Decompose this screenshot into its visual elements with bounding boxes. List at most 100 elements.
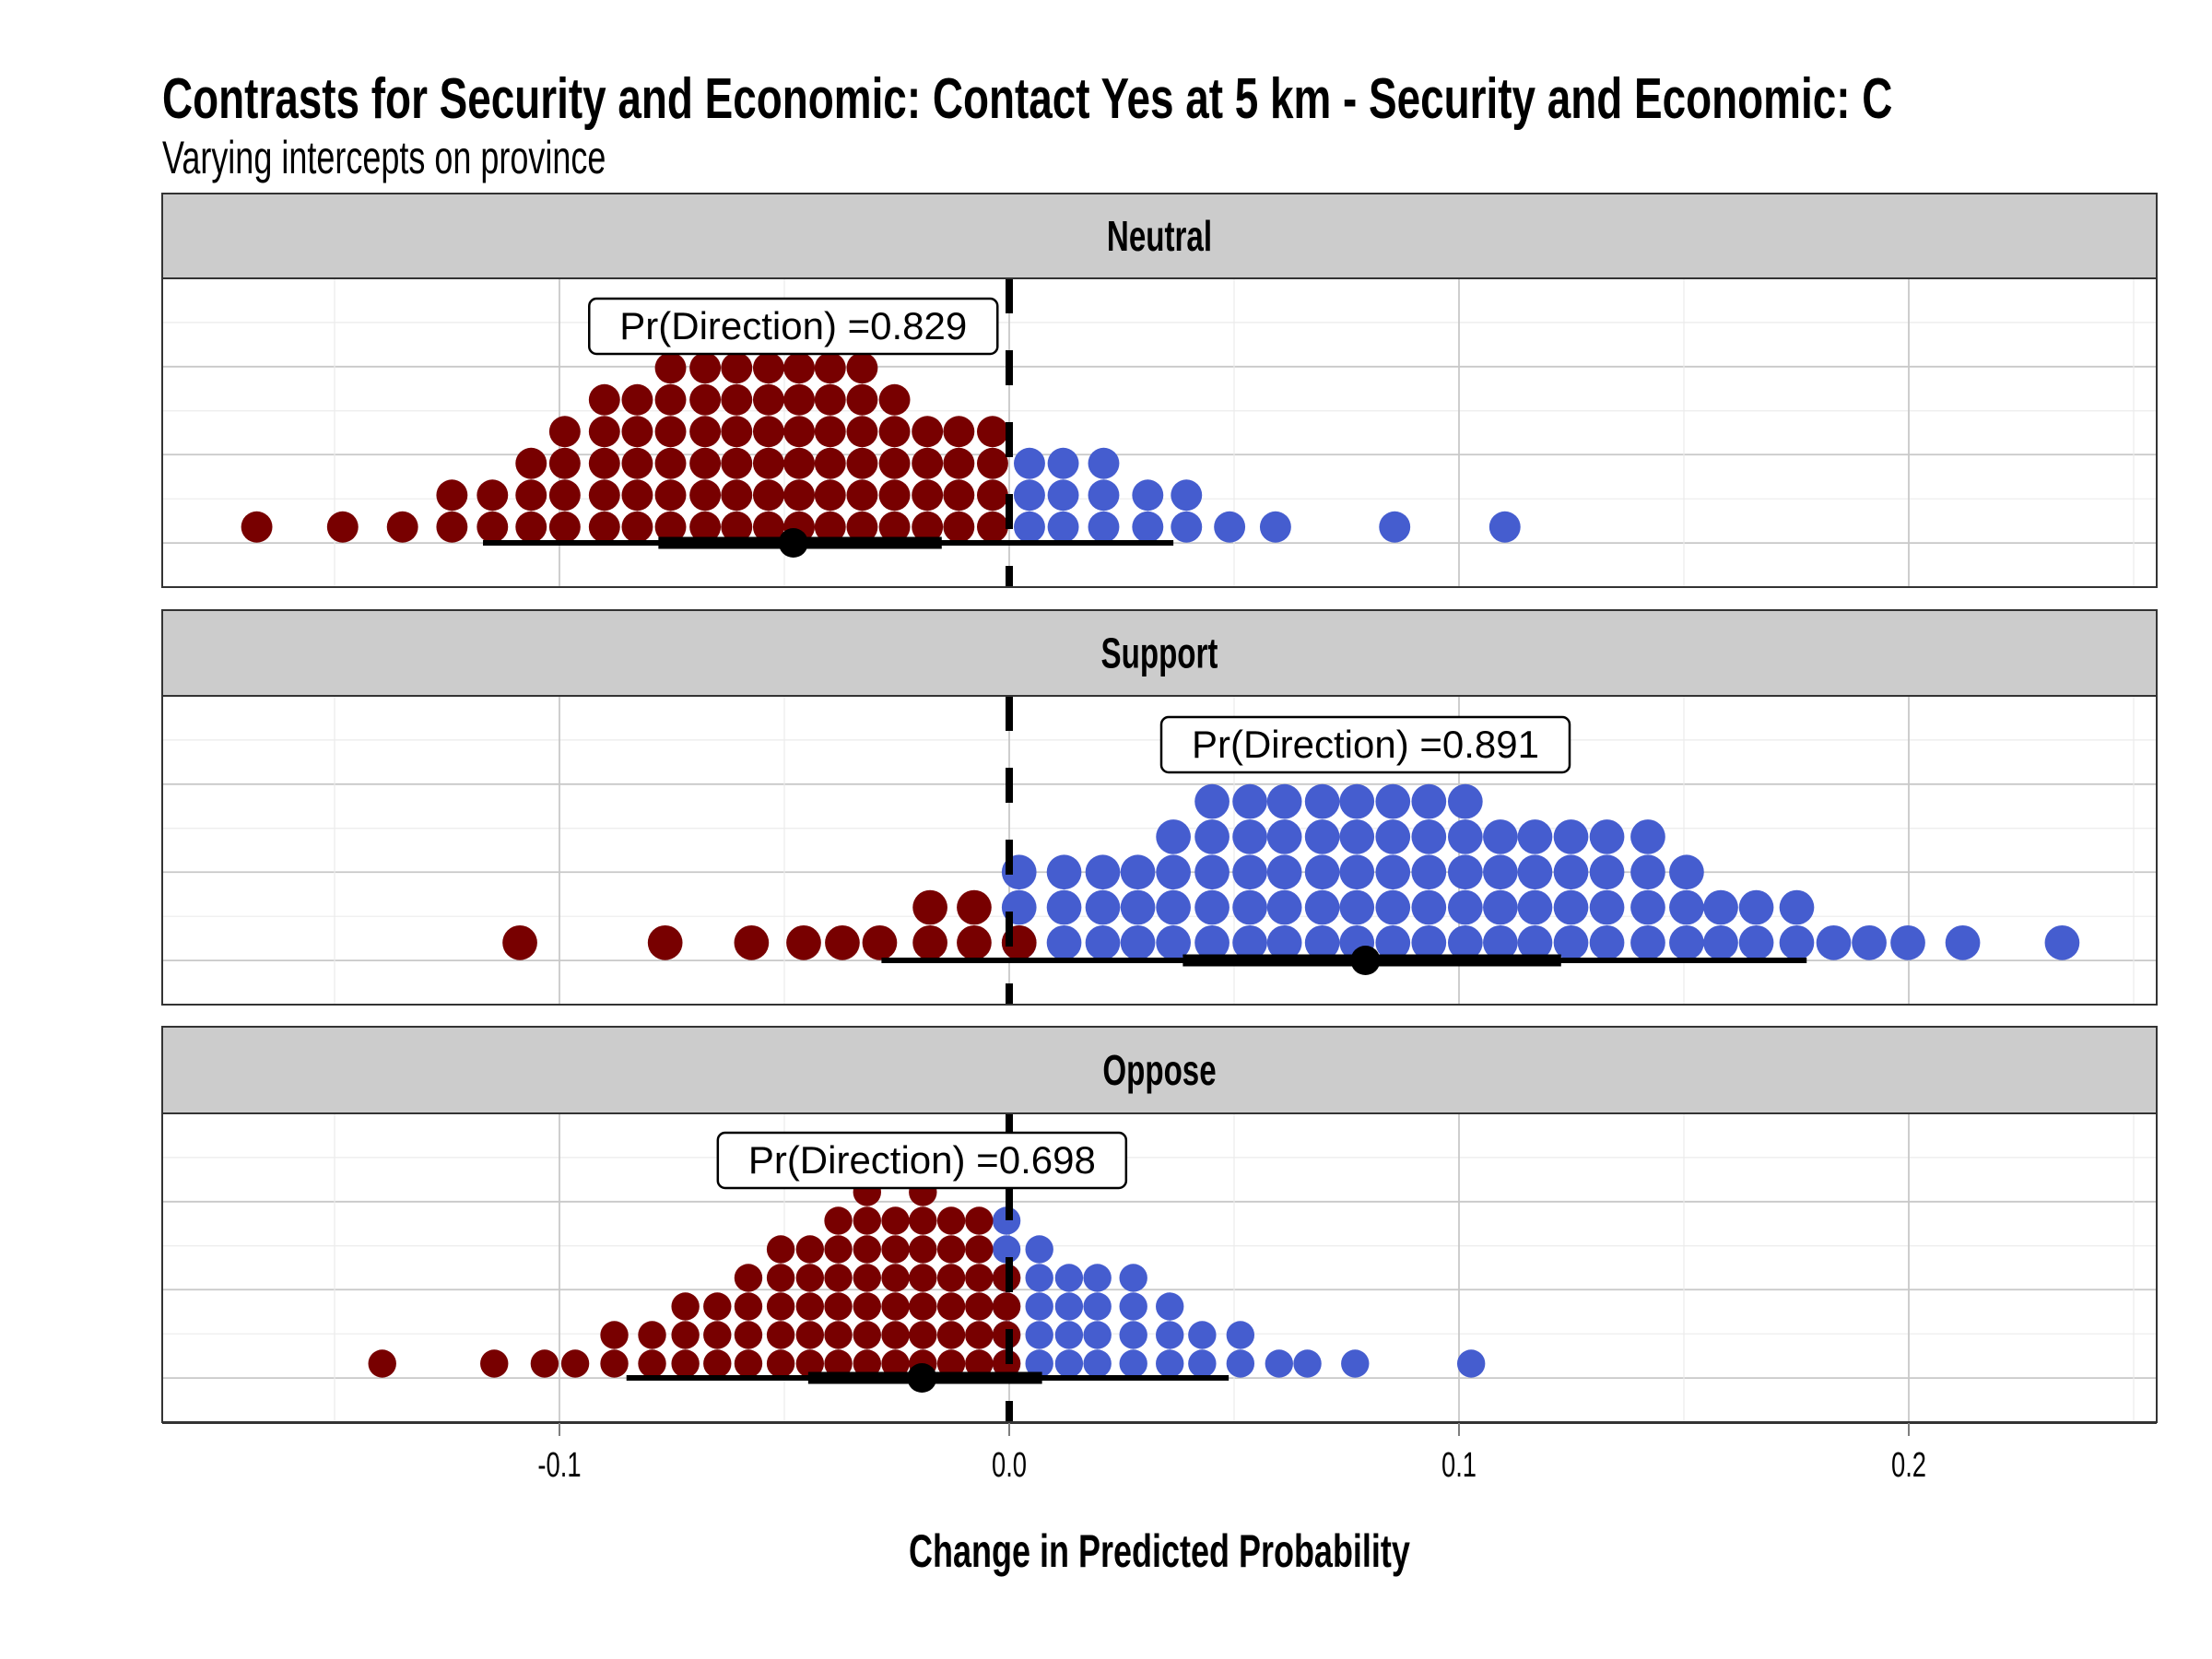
dot-negative [795,1292,825,1321]
dot-negative [477,511,509,543]
dot-positive [1266,925,1302,960]
dot-positive [1488,511,1521,543]
dot-negative [721,352,753,384]
dot-negative [734,1292,763,1321]
dot-negative [853,1235,881,1264]
dot-negative [976,416,1008,448]
dot-positive [1411,889,1447,925]
facet-panels: Neutral Pr(Direction) =0.829 Support Pr(… [161,193,2158,1423]
dot-negative [853,1321,881,1349]
dot-positive [1171,479,1203,512]
dot-positive [1046,889,1082,925]
x-axis-ticks: -0.1 0.0 0.1 0.2 [537,1423,1926,1485]
dot-negative [976,511,1008,543]
dot-positive [1194,925,1230,960]
dots-layer [502,783,2080,960]
dot-positive [1025,1321,1053,1349]
dot-positive [1025,1349,1053,1378]
dot-negative [881,1292,910,1321]
dot-positive [1156,1292,1184,1321]
dot-negative [783,479,816,512]
dot-negative [912,447,944,479]
panel-border [161,695,2158,1006]
strip-label: Oppose [1102,1048,1216,1094]
dot-negative [654,511,687,543]
dot-positive [1703,889,1738,925]
dot-negative [814,383,846,416]
dot-positive [1304,819,1340,854]
dot-negative [912,416,944,448]
dot-positive [1119,1292,1147,1321]
dot-negative [881,1349,910,1378]
dot-positive [1304,925,1340,960]
dot-positive [1132,479,1164,512]
dot-positive [1517,819,1553,854]
dot-positive [992,1235,1021,1264]
x-tick-label: -0.1 [537,1446,581,1485]
dot-positive [1483,819,1518,854]
dot-negative [795,1349,825,1378]
dot-negative [502,925,537,960]
dot-negative [721,511,753,543]
dot-negative [783,383,816,416]
dot-negative [671,1321,700,1349]
dot-negative [881,1206,910,1235]
dot-positive [1156,854,1191,890]
dot-negative [814,511,846,543]
dot-negative [703,1321,732,1349]
dot-negative [721,383,753,416]
dot-negative [600,1321,629,1349]
dot-negative [878,416,911,448]
dot-negative [480,1349,509,1378]
dot-negative [992,1292,1021,1321]
dot-negative [943,447,975,479]
dot-negative [689,447,722,479]
dot-negative [671,1349,700,1378]
dot-positive [1054,1349,1084,1378]
dot-negative [766,1321,795,1349]
dot-negative [752,383,784,416]
dot-positive [1194,889,1230,925]
dot-positive [1014,479,1045,512]
dot-positive [1669,889,1704,925]
strip-background [161,1026,2158,1114]
dot-negative [878,447,911,479]
dot-positive [1483,925,1518,960]
dot-positive [1411,854,1447,890]
dot-positive [1779,925,1815,960]
dot-negative [734,1321,763,1349]
dot-negative [976,447,1008,479]
dot-positive [1379,511,1411,543]
facet-oppose: Oppose Pr(Direction) =0.698 [161,1026,2158,1423]
dot-negative [936,1206,966,1235]
dot-positive [1447,854,1483,890]
label-text: Pr(Direction) =0.698 [748,1138,1096,1182]
dot-negative [783,416,816,448]
dot-positive [1025,1235,1053,1264]
dot-negative [588,416,620,448]
dot-positive [1083,1292,1112,1321]
dot-positive [1339,889,1375,925]
dot-negative [436,479,468,512]
dot-positive [1589,925,1625,960]
dot-positive [1589,819,1625,854]
dot-positive [1630,925,1665,960]
dot-negative [548,416,581,448]
dot-negative [621,511,653,543]
dot-negative [721,416,753,448]
dot-positive [1259,511,1291,543]
dot-negative [846,383,878,416]
dot-negative [862,925,898,960]
dot-positive [1816,925,1852,960]
pr-direction-label: Pr(Direction) =0.891 [1159,715,1571,774]
dot-negative [943,416,975,448]
dot-positive [1411,925,1447,960]
dot-positive [1132,511,1164,543]
interval-layer [483,528,1174,558]
strip-background [161,193,2158,279]
dot-negative [912,889,947,925]
dot-negative [912,925,947,960]
dot-negative [814,416,846,448]
dot-negative [752,416,784,448]
dot-negative [721,479,753,512]
